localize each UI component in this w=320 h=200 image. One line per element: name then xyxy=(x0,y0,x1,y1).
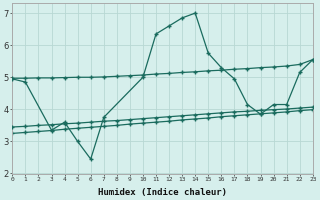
X-axis label: Humidex (Indice chaleur): Humidex (Indice chaleur) xyxy=(98,188,227,197)
